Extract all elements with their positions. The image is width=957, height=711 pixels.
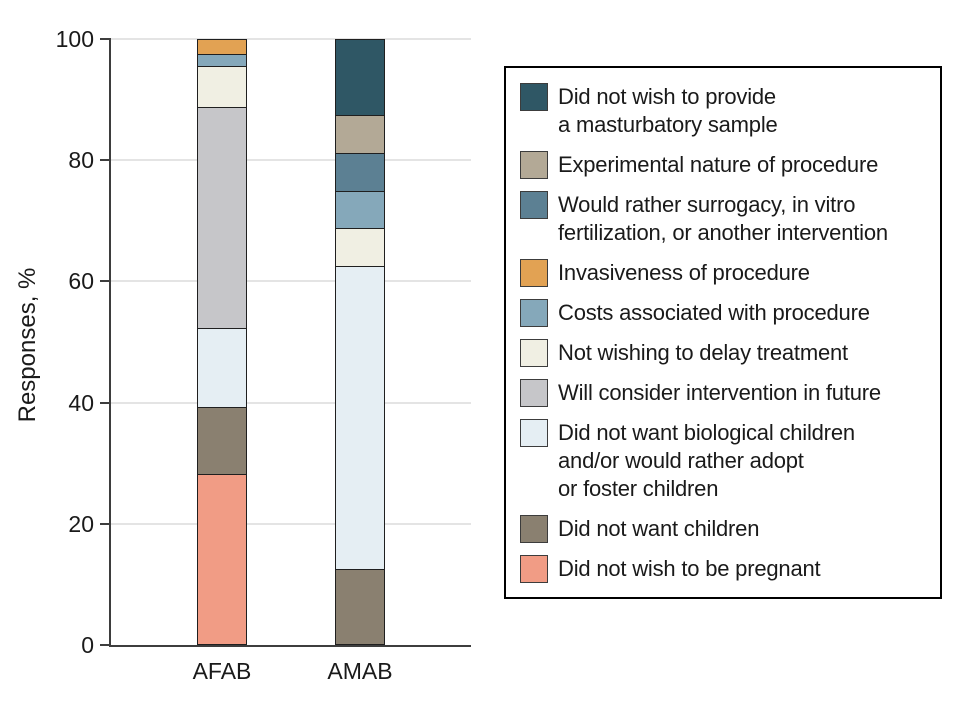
y-tick-60 (100, 280, 109, 283)
gridline-100 (111, 38, 471, 40)
legend-label-delay-treatment: Not wishing to delay treatment (558, 340, 848, 365)
legend-item-consider-future: Will consider intervention in future (520, 379, 932, 407)
bar-amab-segment-experimental-nature (335, 114, 385, 153)
y-axis-line (109, 38, 111, 647)
legend-label-no-biological-children: Did not want biological children and/or … (558, 420, 855, 501)
bar-afab (197, 39, 247, 645)
legend-swatch-masturbatory-sample (520, 83, 548, 111)
y-tick-label-0: 0 (81, 632, 94, 658)
bar-afab-segment-no-children (197, 407, 247, 475)
bar-afab-segment-delay-treatment (197, 65, 247, 108)
legend-label-surrogacy-ivf: Would rather surrogacy, in vitro fertili… (558, 192, 888, 245)
bar-afab-segment-no-pregnancy (197, 474, 247, 645)
y-tick-80 (100, 159, 109, 162)
legend-item-experimental-nature: Experimental nature of procedure (520, 151, 932, 179)
legend-swatch-experimental-nature (520, 151, 548, 179)
legend-item-costs: Costs associated with procedure (520, 299, 932, 327)
y-tick-label-60: 60 (68, 268, 94, 295)
legend-label-no-pregnancy: Did not wish to be pregnant (558, 556, 821, 581)
y-tick-label-100: 100 (55, 26, 94, 52)
legend-swatch-surrogacy-ivf (520, 191, 548, 219)
legend-item-surrogacy-ivf: Would rather surrogacy, in vitro fertili… (520, 191, 932, 247)
legend-swatch-costs (520, 299, 548, 327)
x-axis-label-amab: AMAB (327, 658, 393, 684)
x-axis-label-afab: AFAB (192, 658, 252, 684)
legend-label-consider-future: Will consider intervention in future (558, 380, 881, 405)
gridline-40 (111, 401, 471, 404)
legend: Did not wish to provide a masturbatory s… (504, 66, 942, 599)
gridline-80 (111, 159, 471, 162)
legend-item-no-pregnancy: Did not wish to be pregnant (520, 555, 932, 583)
gridline-60 (111, 280, 471, 283)
legend-item-no-children: Did not want children (520, 515, 932, 543)
bar-afab-segment-no-biological-children (197, 328, 247, 408)
y-tick-100 (100, 38, 109, 40)
y-tick-label-80: 80 (68, 147, 94, 174)
legend-swatch-invasiveness (520, 259, 548, 287)
bar-amab-segment-no-children (335, 569, 385, 645)
legend-item-invasiveness: Invasiveness of procedure (520, 259, 932, 287)
x-axis-line (109, 645, 471, 647)
legend-swatch-delay-treatment (520, 339, 548, 367)
bar-afab-segment-consider-future (197, 107, 247, 329)
legend-label-invasiveness: Invasiveness of procedure (558, 260, 810, 285)
bar-amab-segment-no-biological-children (335, 266, 385, 570)
y-tick-20 (100, 522, 109, 525)
legend-item-no-biological-children: Did not want biological children and/or … (520, 419, 932, 503)
y-tick-0 (100, 644, 109, 646)
legend-item-masturbatory-sample: Did not wish to provide a masturbatory s… (520, 83, 932, 139)
bar-amab-segment-costs (335, 190, 385, 229)
legend-label-costs: Costs associated with procedure (558, 300, 870, 325)
bar-amab-segment-masturbatory-sample (335, 39, 385, 115)
y-tick-40 (100, 401, 109, 404)
legend-swatch-no-pregnancy (520, 555, 548, 583)
bar-afab-segment-invasiveness (197, 39, 247, 54)
bar-amab (335, 39, 385, 645)
legend-swatch-consider-future (520, 379, 548, 407)
legend-swatch-no-biological-children (520, 419, 548, 447)
y-tick-label-20: 20 (68, 510, 94, 537)
bar-amab-segment-delay-treatment (335, 228, 385, 267)
legend-label-experimental-nature: Experimental nature of procedure (558, 152, 879, 177)
bar-afab-segment-costs (197, 53, 247, 66)
bar-amab-segment-surrogacy-ivf (335, 152, 385, 191)
legend-label-no-children: Did not want children (558, 516, 760, 541)
legend-item-delay-treatment: Not wishing to delay treatment (520, 339, 932, 367)
gridline-20 (111, 522, 471, 525)
legend-label-masturbatory-sample: Did not wish to provide a masturbatory s… (558, 84, 778, 137)
legend-swatch-no-children (520, 515, 548, 543)
y-tick-label-40: 40 (68, 389, 94, 416)
